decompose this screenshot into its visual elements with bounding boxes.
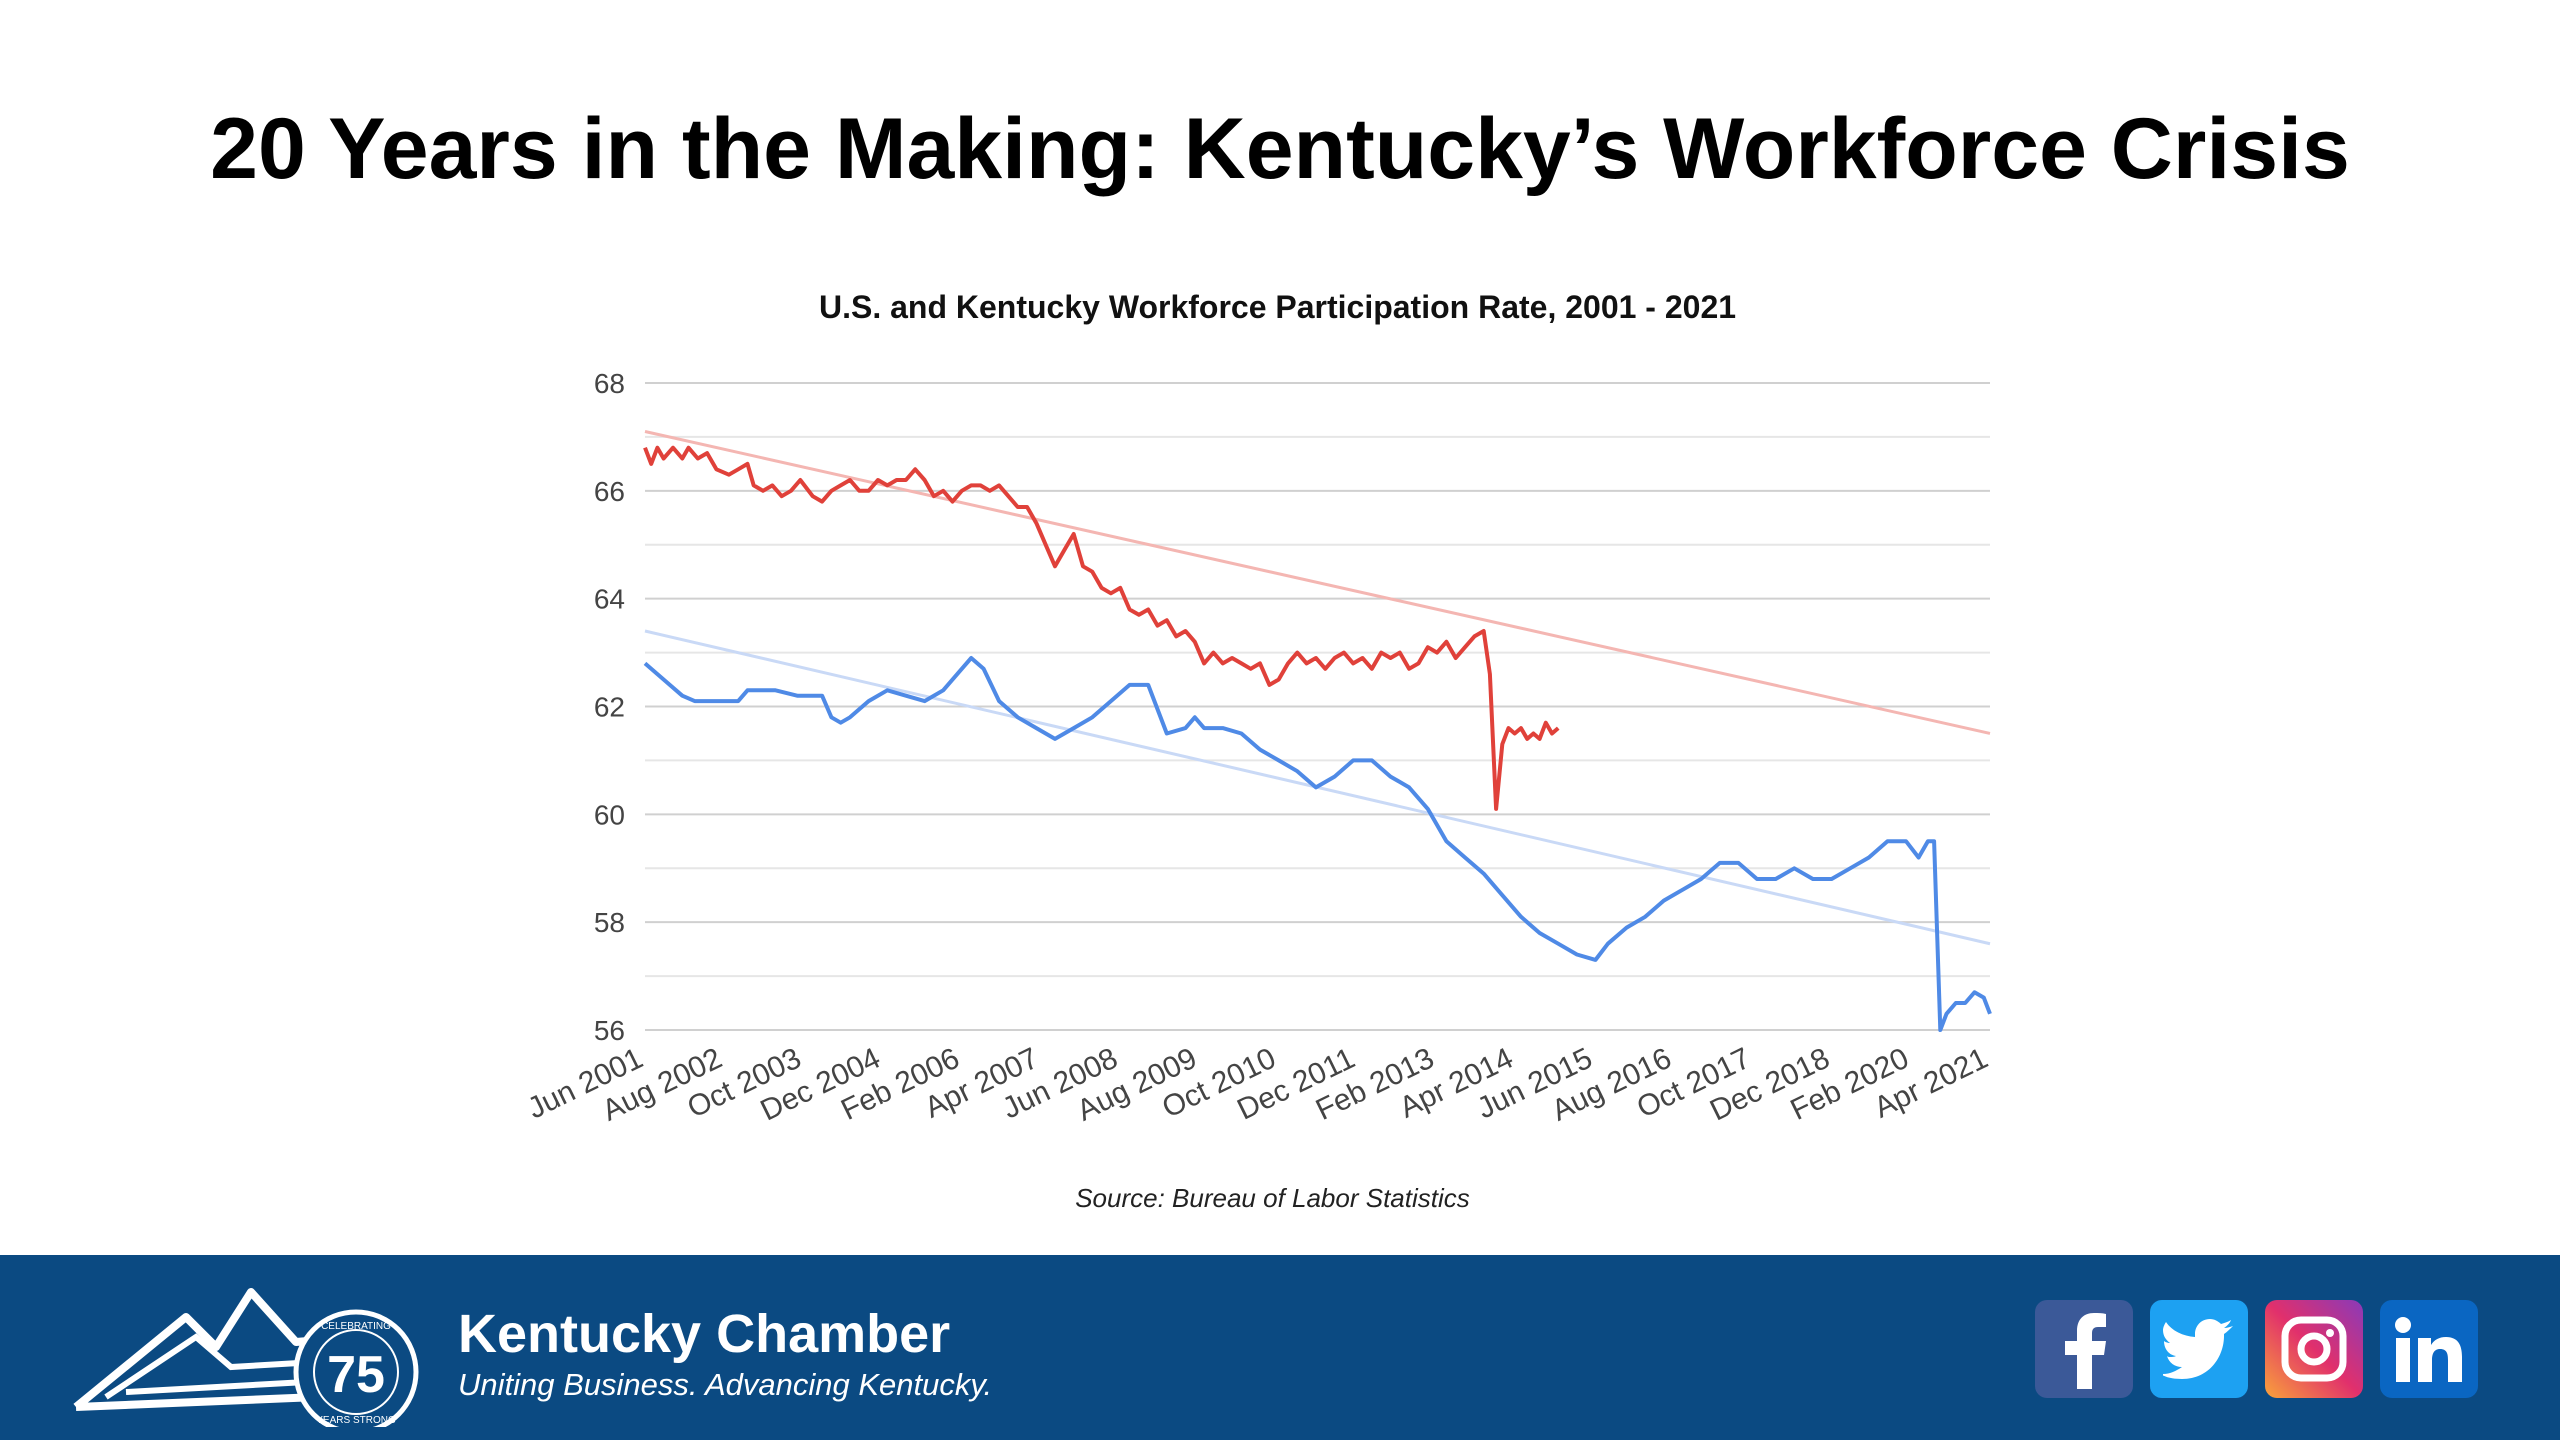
kentucky-chamber-logo: 75 CELEBRATING YEARS STRONG (66, 1277, 446, 1435)
logo-ring-bottom: YEARS STRONG (316, 1415, 396, 1426)
y-tick-label: 56 (594, 1015, 625, 1046)
line-chart: U.S. and Kentucky Workforce Participatio… (523, 289, 1993, 1213)
facebook-icon[interactable] (2035, 1300, 2133, 1398)
y-tick-label: 62 (594, 692, 625, 723)
slide-title: 20 Years in the Making: Kentucky’s Workf… (210, 101, 2350, 197)
footer: 75 CELEBRATING YEARS STRONG Kentucky Cha… (0, 1255, 2560, 1440)
twitter-icon[interactable] (2150, 1300, 2248, 1398)
y-tick-label: 64 (594, 584, 625, 615)
chart: U.S. and Kentucky Workforce Participatio… (500, 280, 2060, 1235)
series-line-1 (643, 656, 1992, 1032)
logo-ring-top: CELEBRATING (321, 1321, 391, 1332)
linkedin-icon[interactable] (2380, 1300, 2478, 1398)
series-line-0 (643, 445, 1560, 811)
y-tick-label: 60 (594, 799, 625, 830)
chart-source: Source: Bureau of Labor Statistics (1075, 1183, 1470, 1213)
logo-badge-text: 75 (327, 1346, 385, 1404)
trendline-0 (644, 430, 1991, 735)
org-tagline: Uniting Business. Advancing Kentucky. (458, 1367, 993, 1402)
chart-title: U.S. and Kentucky Workforce Participatio… (819, 289, 1736, 325)
y-tick-label: 68 (594, 368, 625, 399)
instagram-icon[interactable] (2265, 1300, 2363, 1398)
y-tick-label: 66 (594, 476, 625, 507)
y-tick-label: 58 (594, 907, 625, 938)
org-name: Kentucky Chamber (458, 1304, 951, 1364)
